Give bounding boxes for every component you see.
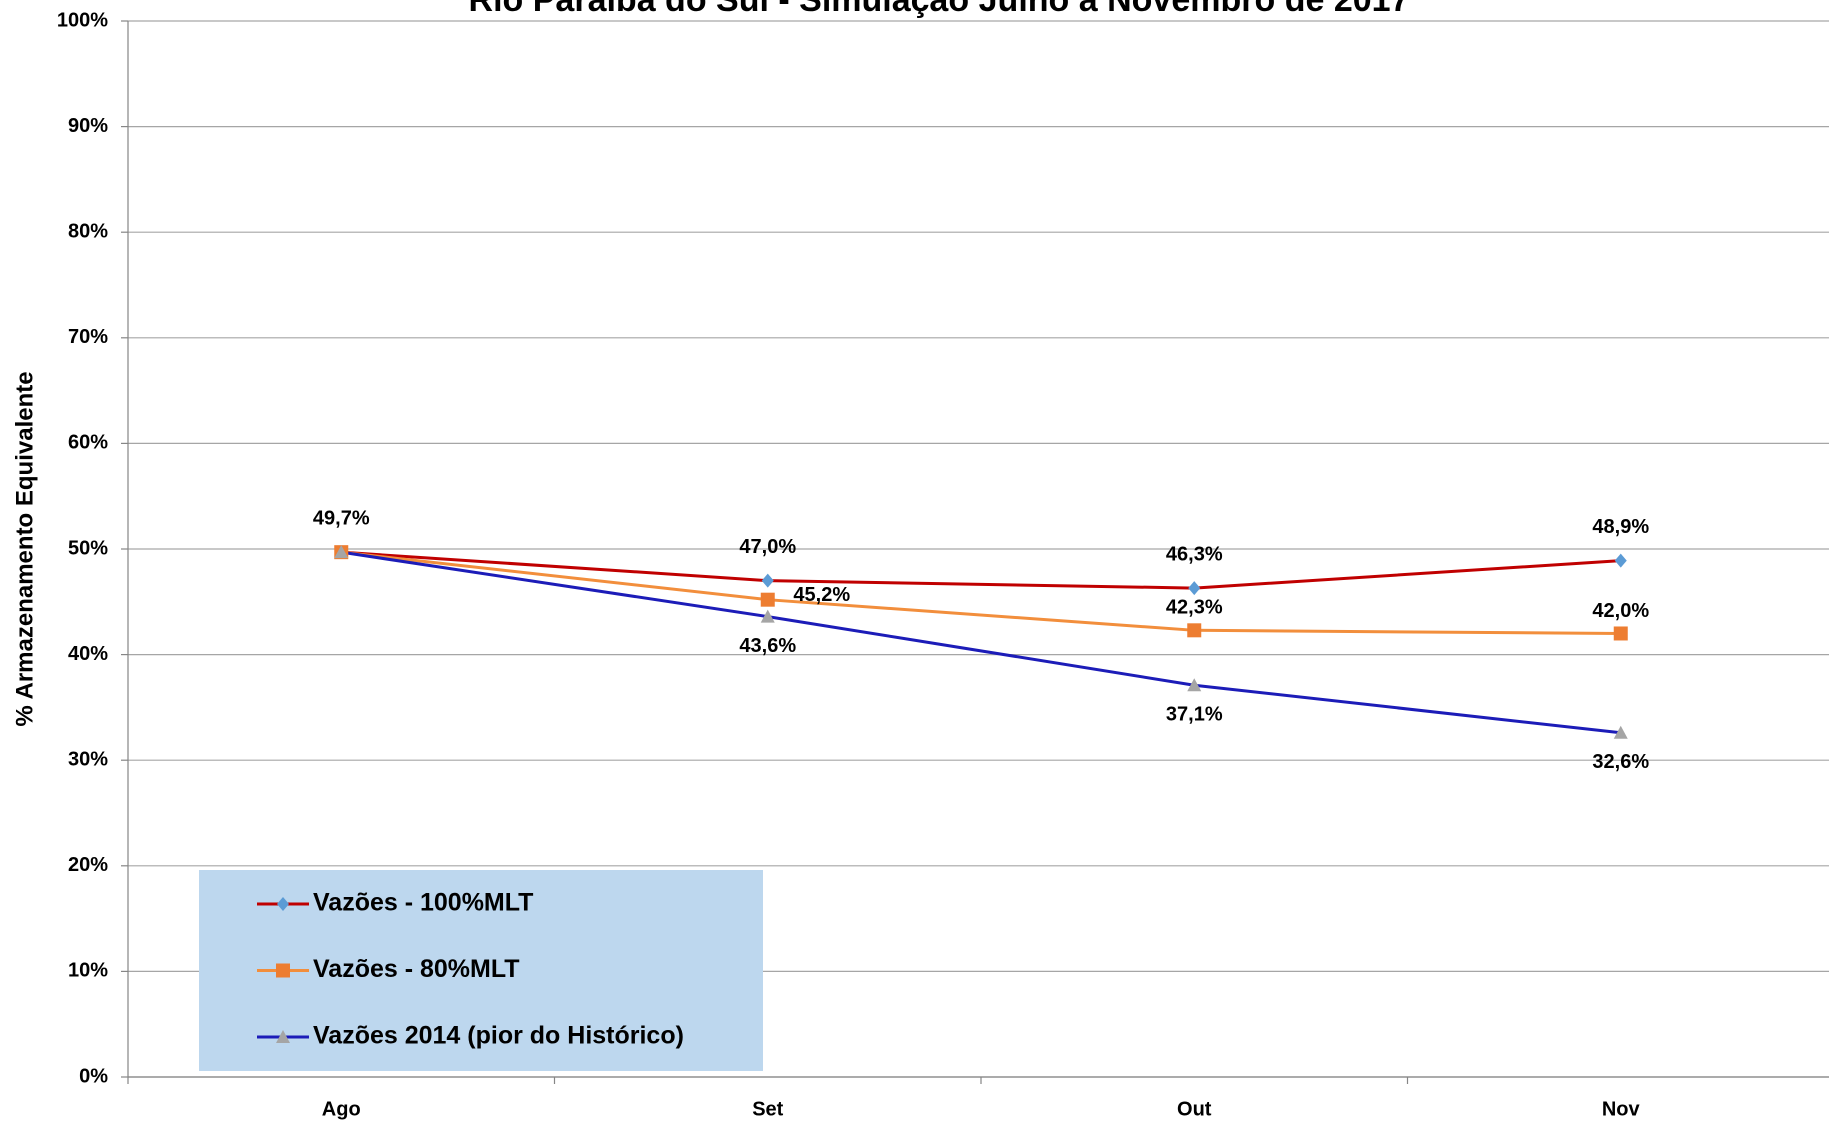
data-label: 46,3% <box>1166 543 1223 565</box>
legend-label: Vazões 2014 (pior do Histórico) <box>313 1022 684 1050</box>
data-label: 43,6% <box>739 635 796 657</box>
legend-label: Vazões - 100%MLT <box>313 889 533 917</box>
y-tick-label: 100% <box>57 9 108 31</box>
series-line <box>341 550 1621 735</box>
x-tick-label: Nov <box>1602 1098 1641 1120</box>
data-label: 48,9% <box>1592 516 1649 538</box>
data-label: 49,7% <box>313 507 370 529</box>
data-label: 47,0% <box>739 536 796 558</box>
point-marker <box>761 573 774 588</box>
series-line <box>341 550 1621 590</box>
y-tick-label: 30% <box>68 748 108 770</box>
x-tick-label: Out <box>1177 1098 1212 1120</box>
point-marker <box>1187 623 1202 638</box>
y-tick-label: 90% <box>68 115 108 137</box>
y-tick-label: 10% <box>68 960 108 982</box>
data-label: 42,0% <box>1592 600 1649 622</box>
legend-marker <box>277 897 289 911</box>
point-marker <box>760 609 775 623</box>
point-marker <box>1613 626 1628 641</box>
data-label: 42,3% <box>1166 597 1223 619</box>
y-tick-label: 20% <box>68 854 108 876</box>
x-tick-label: Set <box>752 1098 783 1120</box>
legend-marker <box>276 963 290 978</box>
y-tick-label: 50% <box>68 537 108 559</box>
data-label: 37,1% <box>1166 704 1223 726</box>
data-label: 45,2% <box>793 584 850 606</box>
y-tick-label: 70% <box>68 326 108 348</box>
y-tick-label: 0% <box>79 1065 108 1087</box>
point-marker <box>1188 581 1201 596</box>
point-marker <box>334 545 349 559</box>
y-tick-label: 40% <box>68 643 108 665</box>
y-axis-label: % Armazenamento Equivalente <box>11 371 38 726</box>
point-marker <box>760 592 775 607</box>
y-tick-label: 80% <box>68 220 108 242</box>
data-label: 32,6% <box>1592 751 1649 773</box>
point-marker <box>1613 725 1628 739</box>
legend-marker <box>276 1030 290 1043</box>
chart-title: Rio Paraíba do Sul - Simulação Julho a N… <box>469 0 1410 19</box>
point-marker <box>1187 678 1202 692</box>
series-line <box>341 550 1621 635</box>
legend-label: Vazões - 80%MLT <box>313 955 520 983</box>
point-marker <box>1614 553 1627 568</box>
y-tick-label: 60% <box>68 432 108 454</box>
x-tick-label: Ago <box>322 1098 361 1120</box>
